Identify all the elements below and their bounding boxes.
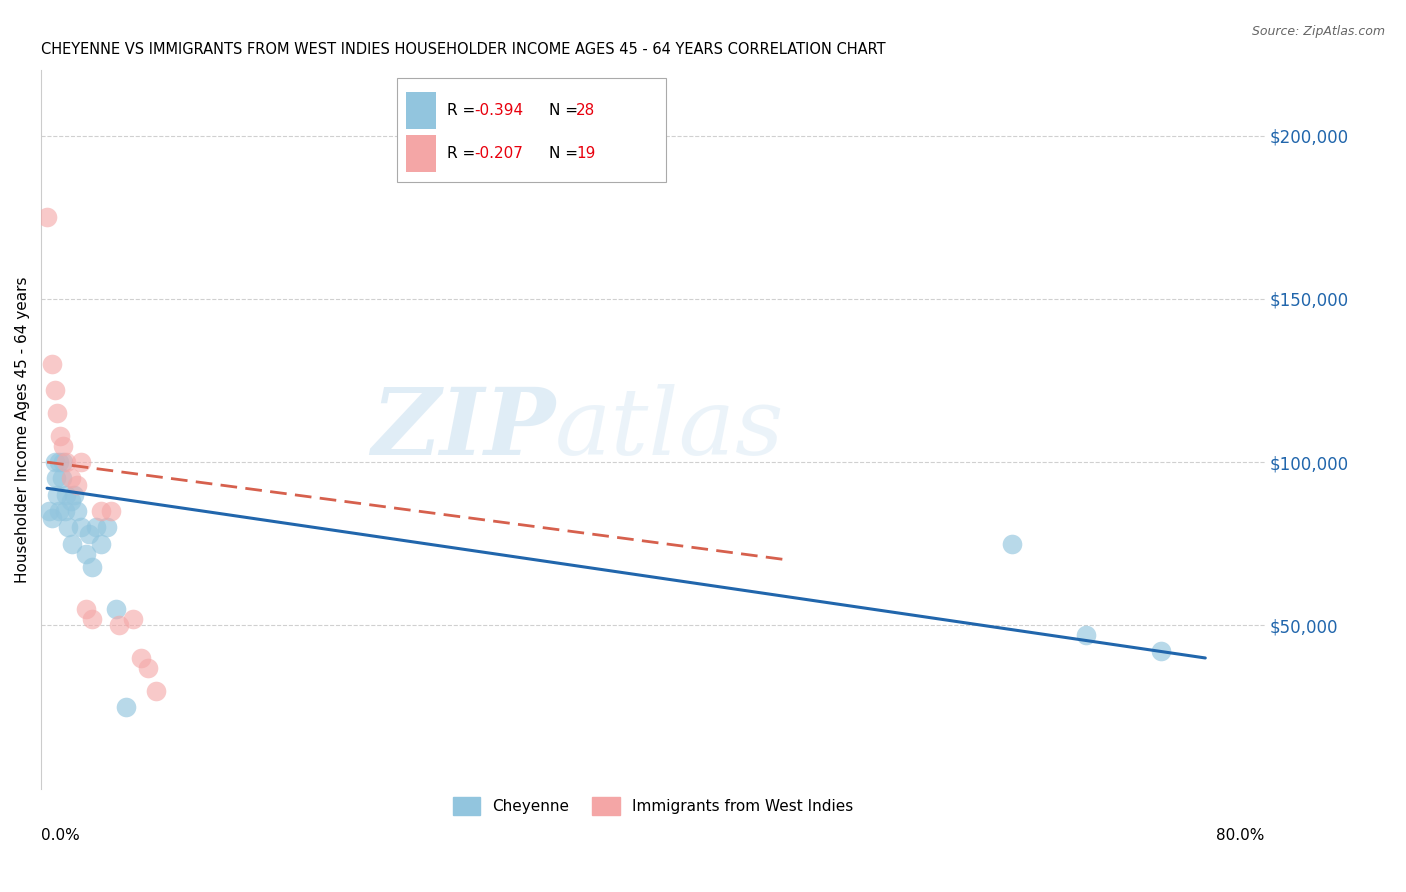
Point [107, 618, 129, 632]
Point [41, 357, 63, 371]
Text: ZIP: ZIP [371, 384, 555, 475]
Point [44, 384, 66, 398]
Point [48, 504, 70, 518]
Point [49, 429, 72, 443]
Text: N =: N = [548, 103, 583, 118]
Point [45, 471, 67, 485]
Point [46, 488, 69, 502]
FancyBboxPatch shape [406, 92, 436, 129]
Point [59, 494, 82, 508]
Point [1076, 628, 1098, 642]
Point [1149, 644, 1171, 658]
Point [122, 612, 145, 626]
Point [55, 455, 77, 469]
Point [115, 700, 138, 714]
Point [41, 510, 63, 524]
Point [96, 520, 118, 534]
Point [52, 455, 75, 469]
Point [75, 602, 97, 616]
Point [80, 559, 103, 574]
Point [59, 471, 82, 485]
Point [48, 455, 70, 469]
Text: R =: R = [447, 146, 481, 161]
Point [51, 471, 73, 485]
Legend: Cheyenne, Immigrants from West Indies: Cheyenne, Immigrants from West Indies [443, 788, 862, 824]
Point [129, 651, 152, 665]
Text: CHEYENNE VS IMMIGRANTS FROM WEST INDIES HOUSEHOLDER INCOME AGES 45 - 64 YEARS CO: CHEYENNE VS IMMIGRANTS FROM WEST INDIES … [41, 42, 886, 57]
Point [80, 612, 103, 626]
Point [63, 488, 86, 502]
Point [52, 439, 75, 453]
Point [38, 504, 60, 518]
Point [55, 488, 77, 502]
FancyBboxPatch shape [406, 135, 436, 172]
Point [66, 504, 89, 518]
Point [104, 602, 127, 616]
Point [100, 504, 122, 518]
Text: 28: 28 [576, 103, 595, 118]
Point [75, 547, 97, 561]
Point [77, 527, 100, 541]
Point [70, 455, 93, 469]
Text: -0.394: -0.394 [474, 103, 523, 118]
Point [60, 537, 83, 551]
Text: -0.207: -0.207 [474, 146, 523, 161]
Text: N =: N = [548, 146, 583, 161]
Text: 80.0%: 80.0% [1216, 828, 1265, 843]
Point [84, 520, 107, 534]
FancyBboxPatch shape [398, 78, 666, 182]
Point [66, 478, 89, 492]
Text: atlas: atlas [555, 384, 785, 475]
Point [56, 520, 79, 534]
Text: Source: ZipAtlas.com: Source: ZipAtlas.com [1251, 25, 1385, 38]
Text: R =: R = [447, 103, 481, 118]
Text: 19: 19 [576, 146, 595, 161]
Point [136, 661, 159, 675]
Point [53, 504, 76, 518]
Point [70, 520, 93, 534]
Y-axis label: Householder Income Ages 45 - 64 years: Householder Income Ages 45 - 64 years [15, 277, 30, 582]
Point [35, 211, 58, 225]
Point [145, 683, 167, 698]
Point [90, 537, 112, 551]
Point [46, 406, 69, 420]
Point [44, 455, 66, 469]
Point [1001, 537, 1024, 551]
Point [90, 504, 112, 518]
Text: 0.0%: 0.0% [41, 828, 80, 843]
